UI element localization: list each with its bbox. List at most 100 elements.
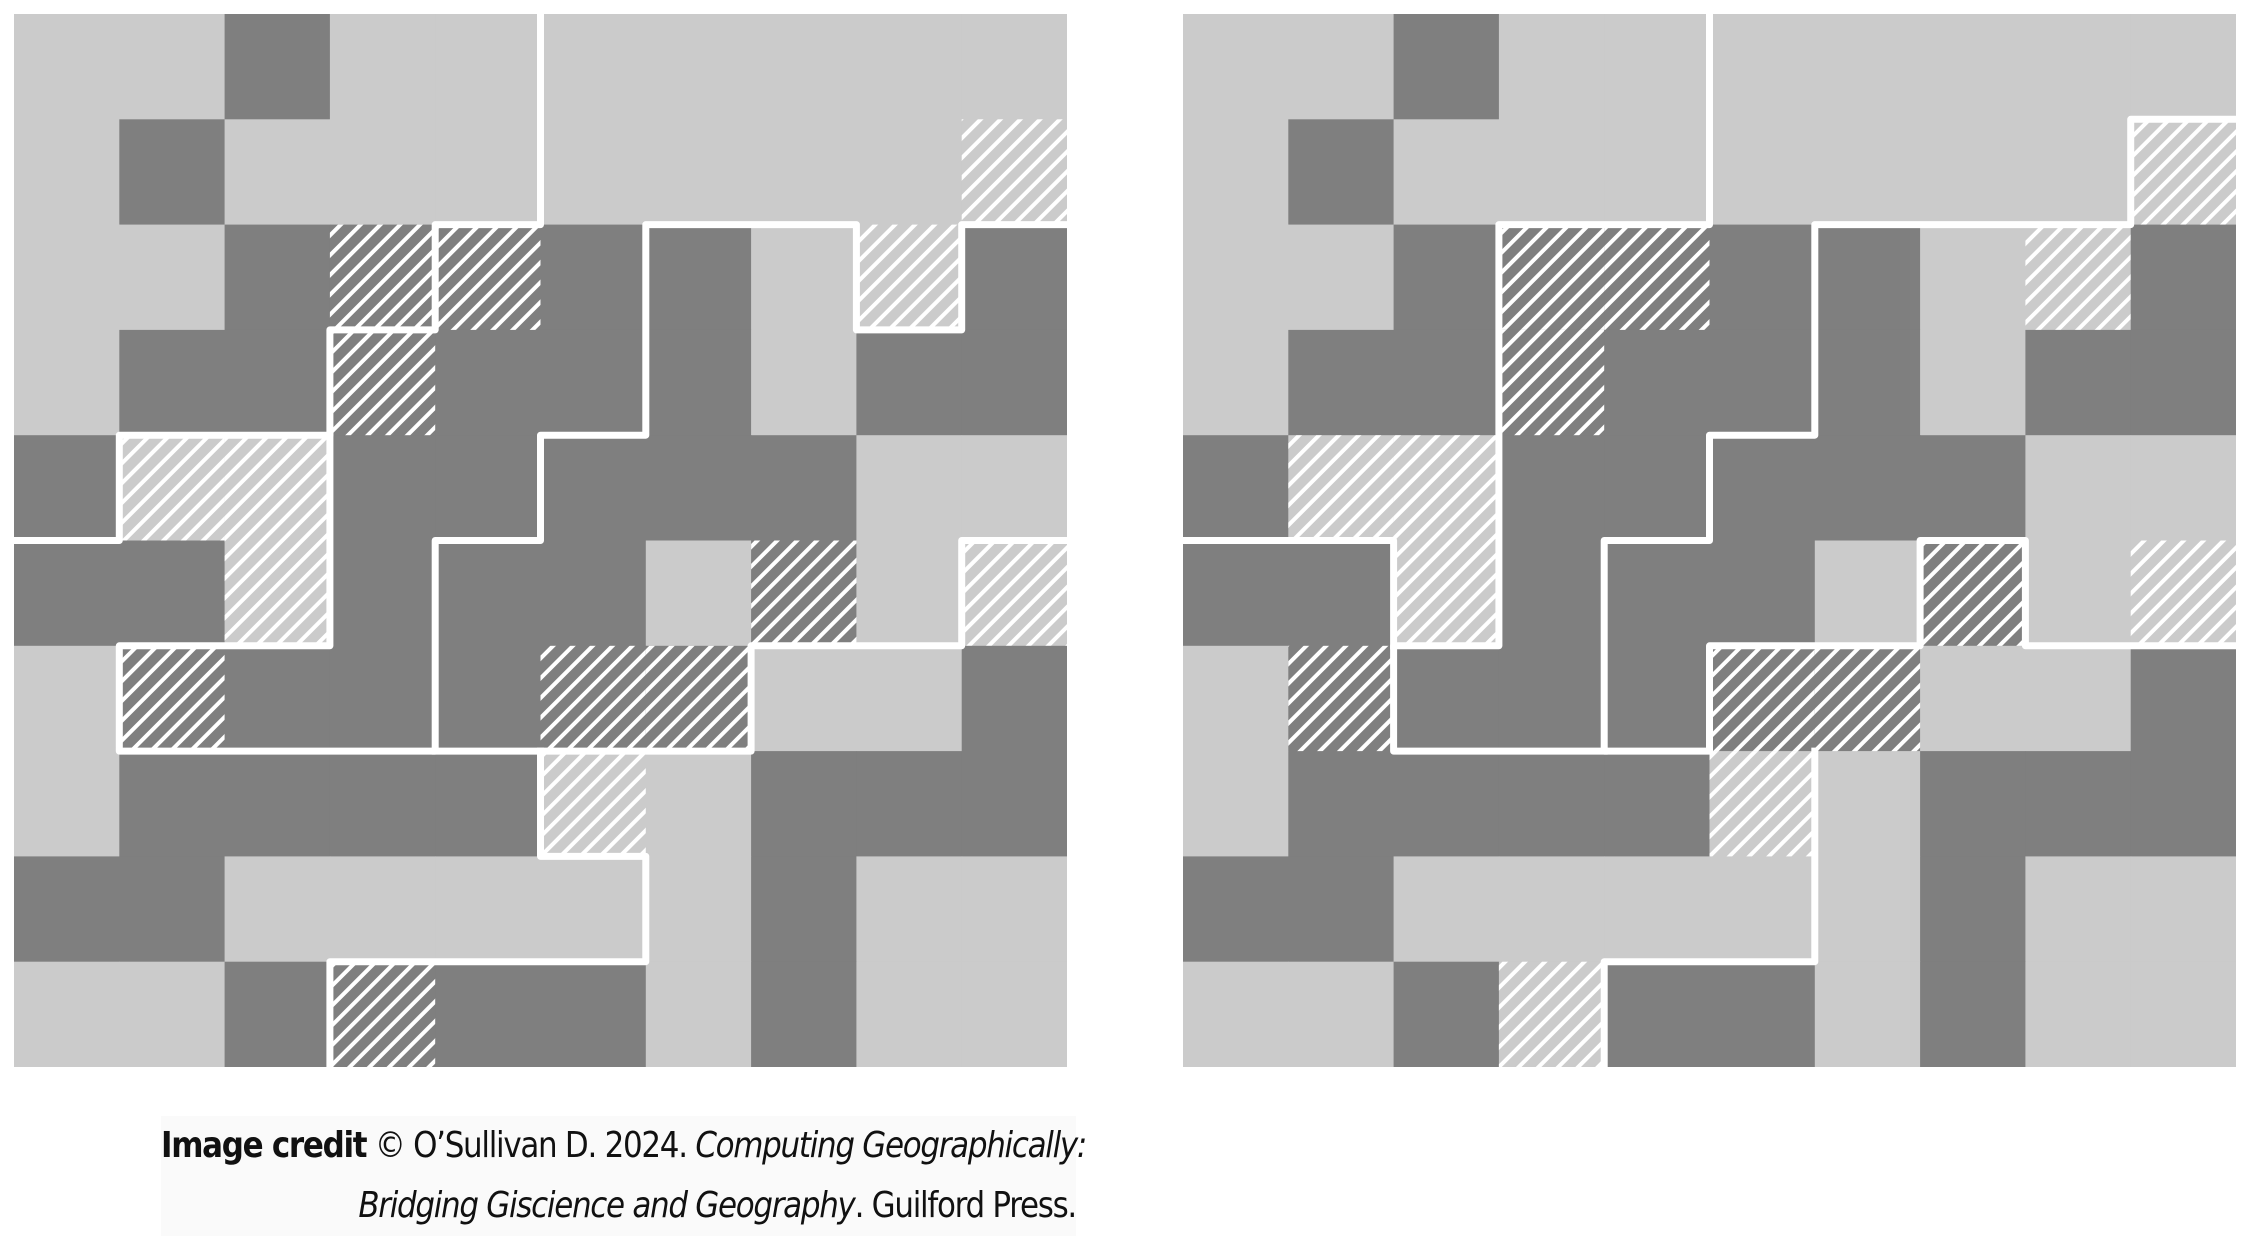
dark-cell [1288, 751, 1395, 857]
light-cell [14, 224, 120, 331]
dark-cell [1288, 119, 1395, 226]
light-cell [1183, 224, 1289, 331]
light-cell [856, 119, 963, 226]
dark-cell [1393, 329, 1500, 436]
light-cell [1183, 119, 1289, 226]
light-cell [856, 856, 963, 963]
dark-cell [1183, 856, 1289, 963]
light-cell [1183, 751, 1289, 857]
dark-cell [14, 856, 120, 963]
light-cell [435, 856, 541, 963]
hatched-cell [961, 119, 1067, 226]
hatched-cell [1498, 224, 1605, 331]
light-cell [1814, 751, 1921, 857]
light-cell [14, 645, 120, 752]
light-cell [2130, 14, 2236, 120]
dark-cell [961, 329, 1067, 436]
light-cell [224, 119, 331, 226]
light-cell [1814, 856, 1921, 963]
light-cell [1393, 856, 1500, 963]
light-cell [435, 119, 541, 226]
light-cell [14, 751, 120, 857]
light-cell [1920, 14, 2026, 120]
dark-cell [961, 751, 1067, 857]
light-cell [224, 856, 331, 963]
hatched-cell [329, 961, 436, 1067]
dark-cell [119, 329, 226, 436]
light-cell [329, 856, 436, 963]
light-cell [1288, 14, 1395, 120]
light-cell [645, 961, 752, 1067]
hatched-cell [329, 224, 436, 331]
light-cell [14, 119, 120, 226]
light-cell [961, 14, 1067, 120]
light-cell [856, 961, 963, 1067]
zone-boundary [1600, 747, 1819, 1067]
dark-cell [1183, 540, 1289, 647]
dark-cell [1288, 329, 1395, 436]
dark-cell [2130, 329, 2236, 436]
dark-cell [329, 751, 436, 857]
credit-title-part1: Computing Geographically: [695, 1125, 1087, 1166]
hatched-cell [2025, 224, 2132, 331]
light-cell [1920, 329, 2026, 436]
light-cell [1498, 856, 1605, 963]
credit-title-part2: Bridging Giscience and Geography [358, 1185, 856, 1226]
dark-cell [435, 961, 541, 1067]
dark-cell [329, 540, 436, 647]
zone-boundary [1600, 115, 2236, 755]
light-cell [1814, 119, 1921, 226]
dark-cell [645, 224, 752, 331]
dark-cell [14, 540, 120, 647]
dark-cell [961, 224, 1067, 331]
dark-cell [1709, 329, 1816, 436]
light-cell [751, 329, 857, 436]
dark-cell [2130, 224, 2236, 331]
light-cell [1814, 961, 1921, 1067]
light-cell [14, 14, 120, 120]
hatched-cell [435, 224, 541, 331]
dark-cell [224, 645, 331, 752]
dark-cell [1183, 435, 1289, 541]
light-cell [2130, 856, 2236, 963]
light-cell [751, 645, 857, 752]
hatched-cell [540, 751, 647, 857]
zone-boundary [115, 221, 1067, 755]
dark-cell [224, 329, 331, 436]
dark-cell [1604, 329, 1710, 436]
dark-cell [1814, 435, 1921, 541]
dark-cell [435, 751, 541, 857]
credit-publisher: . Guilford Press. [854, 1185, 1078, 1226]
hatched-cell [1604, 224, 1710, 331]
dark-cell [540, 435, 647, 541]
dark-cell [856, 751, 963, 857]
light-cell [2025, 14, 2132, 120]
dark-cell [435, 645, 541, 752]
dark-cell [119, 856, 226, 963]
light-cell [645, 856, 752, 963]
light-cell [1288, 961, 1395, 1067]
light-cell [329, 14, 436, 120]
light-cell [2025, 435, 2132, 541]
hatched-cell [540, 645, 647, 752]
dark-cell [2025, 751, 2132, 857]
light-cell [1183, 14, 1289, 120]
light-cell [1604, 119, 1710, 226]
hatched-cell [1393, 540, 1500, 647]
dark-cell [1288, 856, 1395, 963]
hatched-cell [856, 224, 963, 331]
dark-cell [645, 435, 752, 541]
light-cell [645, 540, 752, 647]
light-cell [1709, 14, 1816, 120]
dark-cell [1920, 856, 2026, 963]
dark-cell [1604, 540, 1710, 647]
hatched-cell [1498, 961, 1605, 1067]
light-cell [961, 961, 1067, 1067]
dark-cell [1393, 961, 1500, 1067]
dark-cell [751, 435, 857, 541]
light-cell [1498, 119, 1605, 226]
hatched-cell [645, 645, 752, 752]
dark-cell [1604, 645, 1710, 752]
dark-cell [1498, 435, 1605, 541]
light-cell [1498, 14, 1605, 120]
